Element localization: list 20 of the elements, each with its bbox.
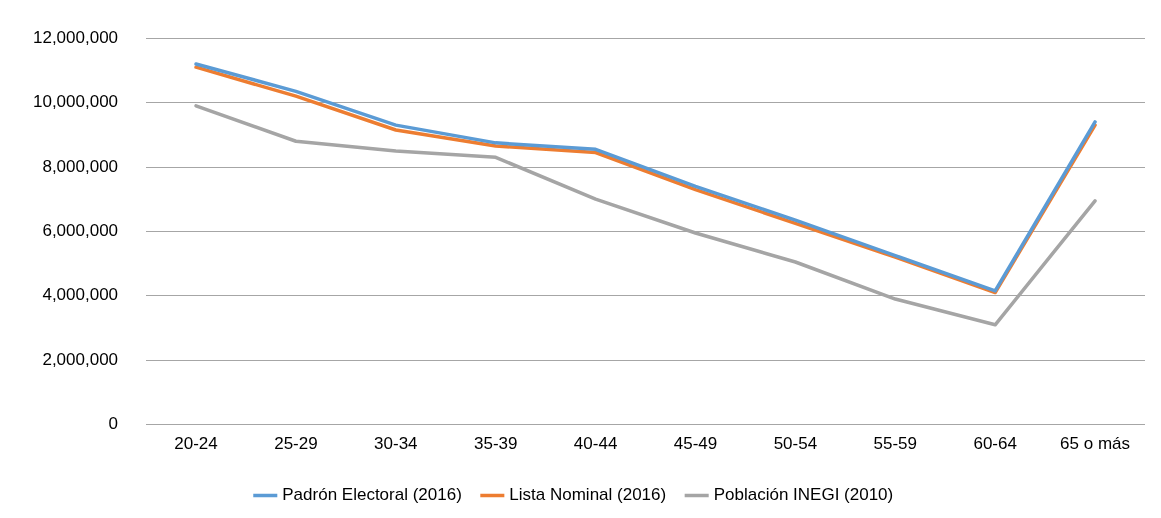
- legend-label: Padrón Electoral (2016): [282, 485, 462, 505]
- x-tick-label: 20-24: [174, 434, 218, 454]
- x-tick-label: 35-39: [473, 434, 518, 454]
- y-tick-label: 4,000,000: [42, 285, 119, 305]
- x-tick-label: 55-59: [873, 434, 918, 454]
- x-tick-label: 60-64: [973, 434, 1017, 454]
- x-tick-label: 30-34: [374, 434, 418, 454]
- y-tick-label: 12,000,000: [32, 27, 119, 47]
- y-tick-label: 6,000,000: [42, 221, 119, 241]
- x-tick-label: 50-54: [773, 434, 818, 454]
- x-tick-label: 65 o más: [1060, 434, 1131, 454]
- x-tick-label: 45-49: [673, 434, 718, 454]
- y-tick-label: 8,000,000: [42, 156, 119, 176]
- legend-label: Lista Nominal (2016): [509, 485, 667, 505]
- x-tick-label: 25-29: [274, 434, 318, 454]
- y-tick-label: 0: [108, 414, 119, 434]
- y-tick-label: 10,000,000: [32, 92, 119, 112]
- y-tick-label: 2,000,000: [42, 349, 119, 369]
- x-tick-label: 40-44: [573, 434, 618, 454]
- legend-label: Población INEGI (2010): [713, 485, 894, 505]
